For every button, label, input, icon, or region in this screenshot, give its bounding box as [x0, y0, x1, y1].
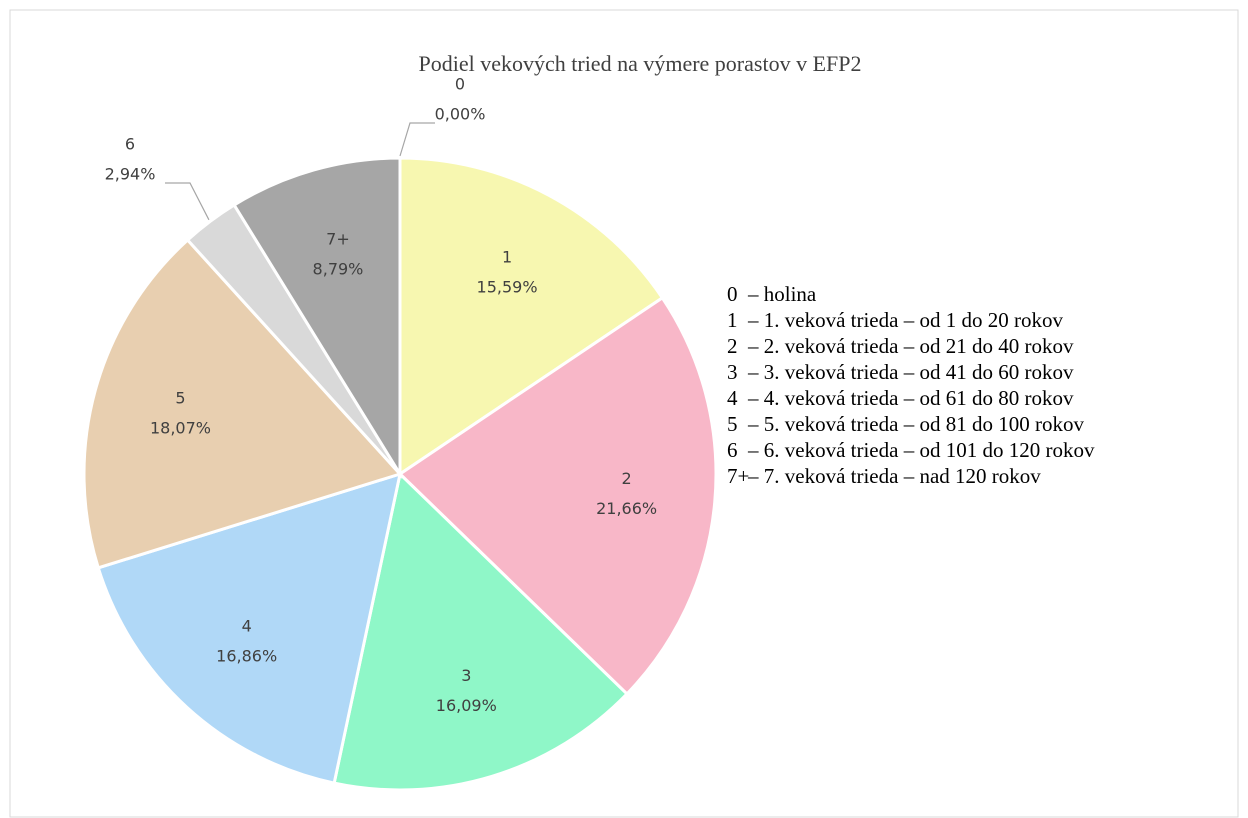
- leader-line: [399, 122, 435, 157]
- slice-value: 16,09%: [436, 696, 497, 715]
- slice-category: 5: [175, 389, 185, 408]
- legend-text: – holina: [747, 282, 817, 306]
- chart-title: Podiel vekových tried na výmere porastov…: [419, 51, 862, 76]
- pie-slice: [398, 156, 665, 477]
- slice-value: 8,79%: [313, 260, 364, 279]
- slice-category: 1: [502, 248, 512, 267]
- legend-text: – 5. veková trieda – od 81 do 100 rokov: [747, 412, 1084, 436]
- pie-slice: [232, 156, 402, 480]
- legend-key: 7+: [727, 464, 749, 488]
- slice-value: 15,59%: [477, 278, 538, 297]
- slice-category: 0: [455, 75, 465, 94]
- leader-line: [165, 182, 210, 221]
- legend-key: 5: [727, 412, 738, 436]
- slice-category: 2: [622, 469, 632, 488]
- legend-text: – 2. veková trieda – od 21 do 40 rokov: [747, 334, 1074, 358]
- pie-slice: [332, 471, 630, 792]
- legend-text: – 3. veková trieda – od 41 do 60 rokov: [747, 360, 1074, 384]
- slice-value: 21,66%: [596, 499, 657, 518]
- legend-key: 1: [727, 308, 738, 332]
- slice-value: 0,00%: [435, 105, 486, 124]
- legend-text: – 7. veková trieda – nad 120 rokov: [747, 464, 1041, 488]
- legend-text: – 6. veková trieda – od 101 do 120 rokov: [747, 438, 1095, 462]
- legend-text: – 4. veková trieda – od 61 do 80 rokov: [747, 386, 1074, 410]
- pie-slice: [96, 471, 403, 785]
- legend-key: 6: [727, 438, 738, 462]
- slice-category: 6: [125, 135, 135, 154]
- pie-slice: [82, 237, 403, 570]
- legend-key: 2: [727, 334, 738, 358]
- legend-key: 3: [727, 360, 738, 384]
- legend-key: 0: [727, 282, 738, 306]
- slice-category: 4: [242, 617, 252, 636]
- legend-key: 4: [727, 386, 738, 410]
- slice-value: 2,94%: [105, 165, 156, 184]
- slice-category: 7+: [326, 230, 350, 249]
- slice-value: 16,86%: [216, 647, 277, 666]
- slice-value: 18,07%: [150, 419, 211, 438]
- pie-slice: [397, 295, 718, 697]
- slice-category: 3: [461, 666, 471, 685]
- legend-text: – 1. veková trieda – od 1 do 20 rokov: [747, 308, 1063, 332]
